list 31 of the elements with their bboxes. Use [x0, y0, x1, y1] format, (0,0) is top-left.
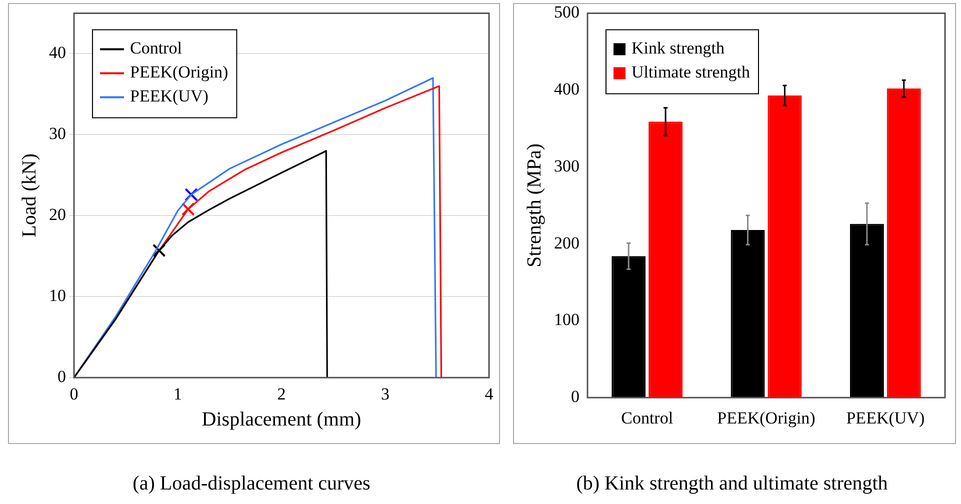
legend-label: Control: [130, 38, 182, 58]
point: [181, 202, 195, 216]
x-tick-label: 2: [277, 384, 286, 404]
text: (a) Load-displacement curves: [132, 472, 371, 494]
legend-label: PEEK(UV): [130, 86, 208, 106]
legend-label: Kink strength: [632, 38, 726, 58]
y-tick-label: 200: [554, 233, 580, 252]
y-tick-label: 30: [49, 124, 66, 144]
y-axis-title: Strength (MPa): [523, 143, 546, 268]
y-tick-label: 100: [554, 310, 580, 330]
y-tick-label: 0: [58, 367, 66, 386]
y-tick-label: 40: [49, 43, 66, 62]
x-axis-title: Displacement (mm): [202, 408, 362, 430]
text: (b) Kink strength and ultimate strength: [576, 472, 888, 494]
point: [184, 188, 198, 202]
legend-label: PEEK(Origin): [130, 62, 228, 82]
x-tick-label: PEEK(UV): [846, 408, 925, 428]
legend-label: Ultimate strength: [632, 62, 750, 82]
y-axis-title: Load (kN): [18, 153, 40, 238]
x-tick-label: 4: [484, 384, 494, 404]
point: [152, 244, 166, 258]
y-tick-label: 10: [49, 286, 66, 306]
x-tick-label: 3: [381, 384, 390, 404]
x-tick-label: 0: [70, 384, 78, 404]
y-tick-label: 300: [554, 156, 580, 176]
x-tick-label: PEEK(Origin): [717, 408, 816, 428]
x-tick-label: 1: [174, 384, 182, 404]
y-tick-label: 400: [554, 80, 580, 99]
y-tick-label: 500: [554, 2, 580, 22]
x-tick-label: Control: [621, 408, 674, 428]
y-tick-label: 20: [49, 205, 66, 224]
